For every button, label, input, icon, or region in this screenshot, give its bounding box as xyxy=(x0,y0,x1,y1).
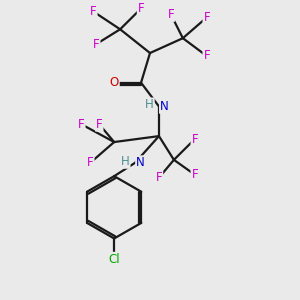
Text: F: F xyxy=(96,118,103,131)
Text: F: F xyxy=(87,156,94,169)
Text: F: F xyxy=(156,171,162,184)
Text: H: H xyxy=(145,98,154,111)
Text: F: F xyxy=(138,2,144,15)
Text: F: F xyxy=(78,118,85,131)
Text: H: H xyxy=(121,155,130,168)
Text: F: F xyxy=(168,8,174,21)
Text: F: F xyxy=(93,38,100,51)
Text: F: F xyxy=(90,5,97,18)
Text: N: N xyxy=(160,100,169,113)
Text: F: F xyxy=(191,168,198,181)
Text: F: F xyxy=(203,50,210,62)
Text: N: N xyxy=(136,156,145,169)
Text: F: F xyxy=(191,133,198,146)
Text: F: F xyxy=(203,11,210,24)
Text: Cl: Cl xyxy=(108,253,120,266)
Text: O: O xyxy=(110,76,119,89)
